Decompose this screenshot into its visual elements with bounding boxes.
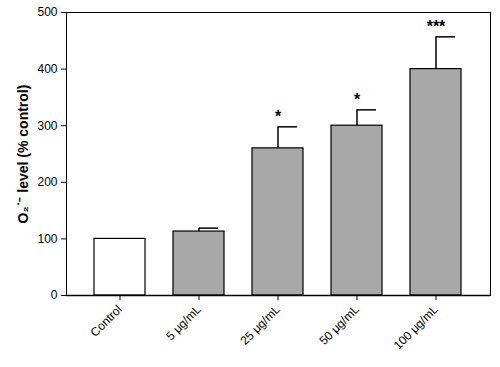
svg-text:*: * xyxy=(275,108,282,125)
svg-text:50 μg/mL: 50 μg/mL xyxy=(316,302,362,348)
svg-text:0: 0 xyxy=(51,288,58,302)
svg-text:400: 400 xyxy=(37,62,57,76)
svg-text:100 μg/mL: 100 μg/mL xyxy=(391,302,441,352)
svg-text:*: * xyxy=(354,91,361,108)
svg-text:200: 200 xyxy=(37,175,57,189)
svg-text:O₂˙⁻ level (% control): O₂˙⁻ level (% control) xyxy=(15,85,31,224)
svg-text:5 μg/mL: 5 μg/mL xyxy=(163,302,204,343)
svg-text:Control: Control xyxy=(88,302,125,339)
svg-text:25 μg/mL: 25 μg/mL xyxy=(237,302,283,348)
svg-text:500: 500 xyxy=(37,5,57,19)
svg-text:***: *** xyxy=(427,18,446,35)
svg-text:100: 100 xyxy=(37,232,57,246)
svg-text:300: 300 xyxy=(37,119,57,133)
